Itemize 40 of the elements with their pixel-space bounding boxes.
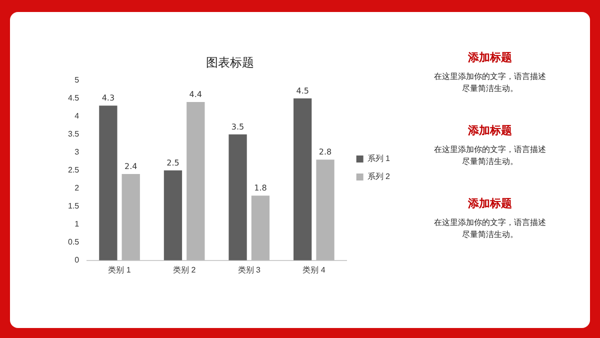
text: 添加标题 xyxy=(467,50,513,65)
bar xyxy=(122,174,140,260)
data-label: 4.3 xyxy=(102,94,115,103)
text: 在这里添加你的文字，语言描述尽量简洁生动。 xyxy=(433,71,547,95)
y-tick-label: 4.5 xyxy=(68,94,80,103)
data-label: 2.4 xyxy=(124,162,138,172)
text: 在这里添加你的文字，语言描述尽量简洁生动。 xyxy=(433,217,547,241)
bar xyxy=(251,196,270,260)
y-tick-label: 2.5 xyxy=(68,166,80,175)
bar xyxy=(99,106,118,260)
y-tick-label: 1.5 xyxy=(68,202,80,211)
y-tick-label: 2 xyxy=(74,184,80,193)
data-label: 3.5 xyxy=(231,122,244,132)
data-label: 4.4 xyxy=(189,90,202,100)
legend-label: 系列 2 xyxy=(367,172,391,182)
y-tick-label: 0 xyxy=(74,256,80,265)
data-label: 2.8 xyxy=(318,148,332,157)
y-tick-label: 3 xyxy=(74,148,80,157)
bar xyxy=(294,98,312,260)
x-tick-label: 类别 4 xyxy=(302,265,326,274)
y-tick-label: 3.5 xyxy=(68,130,80,139)
bar xyxy=(164,170,182,260)
x-tick-label: 类别 2 xyxy=(172,265,196,274)
text: 在这里添加你的文字，语言描述尽量简洁生动。 xyxy=(433,144,547,168)
data-label: 4.5 xyxy=(296,86,309,96)
chart-title: 图表标题 xyxy=(206,55,254,70)
y-tick-label: 5 xyxy=(74,76,80,85)
data-label: 1.8 xyxy=(254,184,267,193)
x-tick-label: 类别 1 xyxy=(108,265,132,274)
text: 添加标题 xyxy=(467,123,513,138)
bar xyxy=(186,102,205,260)
legend-label: 系列 1 xyxy=(367,154,391,164)
bar xyxy=(228,134,247,260)
bar xyxy=(316,160,334,260)
text: 添加标题 xyxy=(467,196,513,211)
y-tick-label: 4 xyxy=(74,112,80,121)
y-tick-label: 0.5 xyxy=(68,238,80,247)
x-tick-label: 类别 3 xyxy=(238,265,262,274)
data-label: 2.5 xyxy=(166,158,180,168)
y-tick-label: 1 xyxy=(74,220,80,229)
